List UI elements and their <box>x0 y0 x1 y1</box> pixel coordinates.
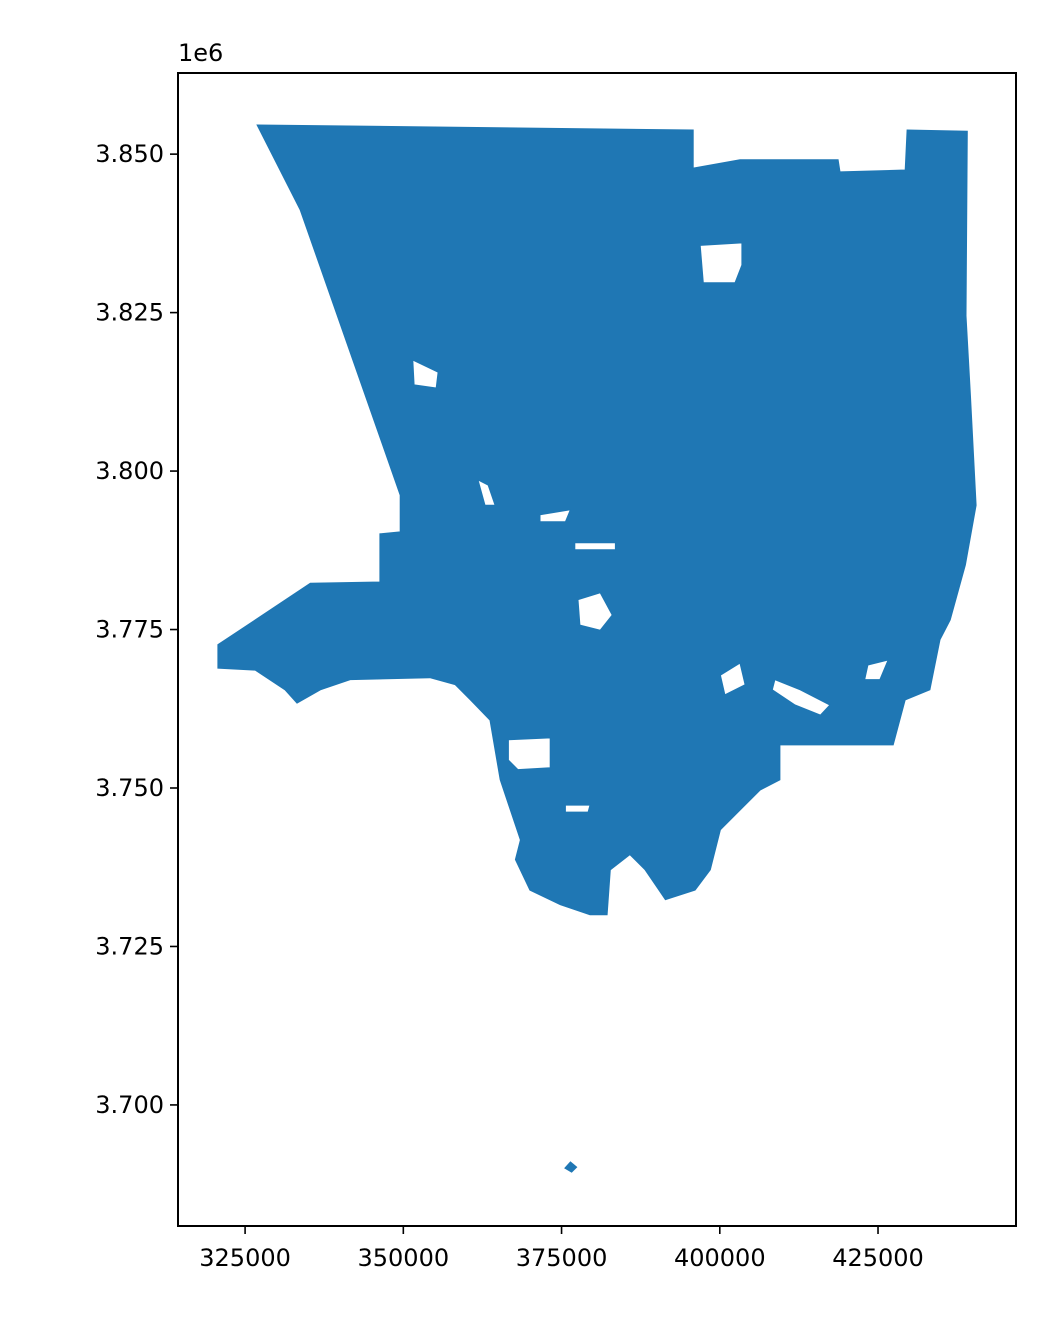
x-tick-label: 350000 <box>358 1244 450 1272</box>
y-tick-label: 3.775 <box>95 616 164 644</box>
x-tick-label: 325000 <box>199 1244 291 1272</box>
x-axis: 325000 350000 375000 400000 425000 <box>199 1226 924 1272</box>
y-offset-label: 1e6 <box>178 39 223 67</box>
y-tick-label: 3.800 <box>95 457 164 485</box>
y-tick-label: 3.700 <box>95 1091 164 1119</box>
y-tick-label: 3.850 <box>95 140 164 168</box>
y-tick-label: 3.725 <box>95 932 164 960</box>
y-tick-label: 3.825 <box>95 299 164 327</box>
x-tick-label: 425000 <box>832 1244 924 1272</box>
tract-polygons <box>217 124 977 1173</box>
island-tract <box>564 1161 578 1173</box>
x-tick-label: 375000 <box>516 1244 608 1272</box>
y-axis: 3.850 3.825 3.800 3.775 3.750 3.725 3.700 <box>95 140 178 1119</box>
county-tracts <box>217 124 977 916</box>
x-tick-label: 400000 <box>674 1244 766 1272</box>
y-tick-label: 3.750 <box>95 774 164 802</box>
axes-frame <box>177 72 1017 1227</box>
